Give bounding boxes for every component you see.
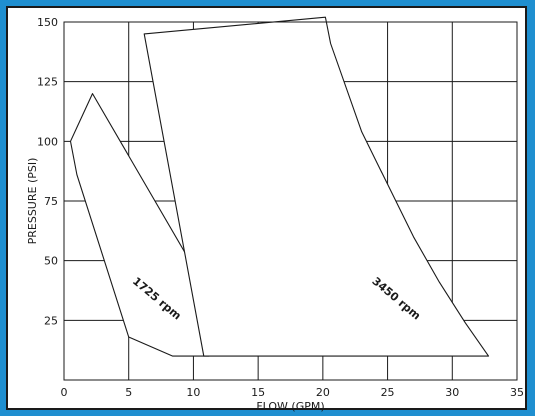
x-tick-label: 20: [316, 386, 330, 399]
x-tick-label: 0: [61, 386, 68, 399]
operating-regions: [69, 16, 490, 357]
operating-region-1725-rpm: [69, 93, 210, 357]
y-tick-label: 150: [37, 16, 58, 29]
x-tick-label: 10: [186, 386, 200, 399]
y-tick-label: 50: [44, 255, 58, 268]
y-tick-label: 125: [37, 76, 58, 89]
y-tick-label: 100: [37, 135, 58, 148]
y-axis-label: PRESSURE (PSI): [26, 158, 39, 245]
x-axis-label: FLOW (GPM): [256, 400, 324, 412]
y-tick-label: 75: [44, 195, 58, 208]
x-tick-label: 30: [445, 386, 459, 399]
operating-region-3450-rpm: [143, 16, 490, 357]
x-tick-label: 15: [251, 386, 265, 399]
pump-performance-chart: 0 5 10 15 20 25 30 35 25 50 75 100 125 150 FLOW (GPM)…: [26, 16, 524, 412]
y-tick-label: 25: [44, 314, 58, 327]
x-tick-label: 25: [381, 386, 395, 399]
tick-labels: 0 5 10 15 20 25 30 35 25 50 75 100 125 150: [37, 16, 524, 399]
chart-frame: 0 5 10 15 20 25 30 35 25 50 75 100 125 150 FLOW (GPM)…: [6, 6, 527, 412]
x-tick-label: 5: [125, 386, 132, 399]
plot-border: [63, 21, 518, 381]
x-tick-label: 35: [510, 386, 524, 399]
